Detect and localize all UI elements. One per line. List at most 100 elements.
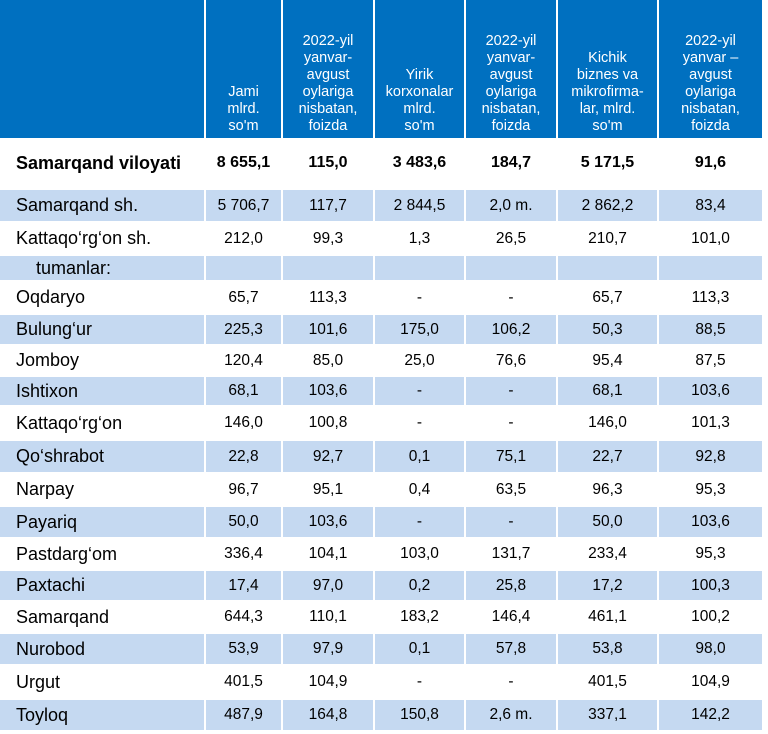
header-line: nisbatan, — [681, 101, 740, 117]
table-cell: 92,7 — [283, 441, 375, 474]
table-cell: 98,0 — [659, 634, 762, 666]
table-cell: 117,7 — [283, 190, 375, 223]
header-line: avgust — [306, 67, 350, 83]
table-cell: 92,8 — [659, 441, 762, 474]
table-cell: 113,3 — [283, 282, 375, 315]
row-label: Payariq — [0, 507, 206, 539]
table-cell: 233,4 — [558, 539, 659, 571]
table-cell: 3 483,6 — [375, 138, 466, 190]
row-label: Toyloq — [0, 700, 206, 732]
row-label: Kattaqo‘rg‘on sh. — [0, 223, 206, 256]
header-line: avgust — [489, 67, 533, 83]
table-cell: 96,7 — [206, 474, 283, 507]
header-line: so'm — [228, 118, 259, 134]
table-cell: - — [466, 666, 558, 700]
table-cell: 95,3 — [659, 539, 762, 571]
table-cell: 25,0 — [375, 346, 466, 377]
table-cell: 76,6 — [466, 346, 558, 377]
row-label: Ishtixon — [0, 377, 206, 407]
table-cell: 68,1 — [558, 377, 659, 407]
table-cell: 120,4 — [206, 346, 283, 377]
table-cell: 103,6 — [659, 507, 762, 539]
table-cell — [558, 256, 659, 282]
table-cell: 101,3 — [659, 407, 762, 441]
table-row: Paxtachi 17,4 97,0 0,2 25,8 17,2 100,3 — [0, 571, 762, 602]
table-cell: 25,8 — [466, 571, 558, 602]
table-cell: 401,5 — [206, 666, 283, 700]
table-cell: 95,4 — [558, 346, 659, 377]
header-line: nisbatan, — [481, 101, 541, 117]
table-cell: 2,0 m. — [466, 190, 558, 223]
table-cell: 644,3 — [206, 602, 283, 634]
header-line: yanvar – — [682, 50, 739, 66]
table-cell — [283, 256, 375, 282]
row-label: Urgut — [0, 666, 206, 700]
table-cell: 150,8 — [375, 700, 466, 732]
table-cell: 101,0 — [659, 223, 762, 256]
table-row: Samarqand sh. 5 706,7 117,7 2 844,5 2,0 m. 2 … — [0, 190, 762, 223]
header-line: avgust — [689, 67, 732, 83]
table-row: Payariq 50,0 103,6- -50,0 103,6 — [0, 507, 762, 539]
table-cell: 336,4 — [206, 539, 283, 571]
row-label: Jomboy — [0, 346, 206, 377]
table-cell — [466, 256, 558, 282]
table-row: Bulung‘ur 225,3 101,6 175,0 106,2 50,3 88,5 — [0, 315, 762, 346]
header-line: yanvar- — [486, 50, 536, 66]
table-cell: 91,6 — [659, 138, 762, 190]
table-row: Samarqand viloyati 8 655,1 115,0 3 483,6 184… — [0, 138, 762, 190]
header-line: Kichik — [588, 50, 627, 66]
header-line: foizda — [691, 118, 730, 134]
header-cell-5: Kichik biznes va mikrofirma-lar, mlrd. so'm — [558, 0, 659, 138]
table-cell: 5 171,5 — [558, 138, 659, 190]
header-line: lar, mlrd. — [579, 101, 636, 117]
table-cell: 1,3 — [375, 223, 466, 256]
table-cell: 146,0 — [558, 407, 659, 441]
table-row: Urgut 401,5 104,9- -401,5 104,9 — [0, 666, 762, 700]
table-cell: 104,9 — [659, 666, 762, 700]
table-cell: 8 655,1 — [206, 138, 283, 190]
table-cell: 0,1 — [375, 441, 466, 474]
table-row: Ishtixon 68,1 103,6- -68,1 103,6 — [0, 377, 762, 407]
table-cell: 100,8 — [283, 407, 375, 441]
table-row: Kattaqo‘rg‘on sh. 212,0 99,3 1,3 26,5 210,7 10… — [0, 223, 762, 256]
table-cell: 95,1 — [283, 474, 375, 507]
table-cell: 461,1 — [558, 602, 659, 634]
table-cell: 100,3 — [659, 571, 762, 602]
table-row: Qo‘shrabot 22,8 92,7 0,1 75,1 22,7 92,8 — [0, 441, 762, 474]
table-cell: - — [375, 377, 466, 407]
table-cell: 110,1 — [283, 602, 375, 634]
table-cell: 401,5 — [558, 666, 659, 700]
table-cell: 50,0 — [206, 507, 283, 539]
header-line: nisbatan, — [298, 101, 358, 117]
table-cell: 97,9 — [283, 634, 375, 666]
table-cell: 97,0 — [283, 571, 375, 602]
table-cell: - — [375, 507, 466, 539]
header-line: korxonalar — [385, 84, 454, 100]
header-line: Jami — [228, 84, 259, 100]
header-cell-4: 2022-yil yanvar-avgust oylariga nisbatan, fo… — [466, 0, 558, 138]
table-cell: 68,1 — [206, 377, 283, 407]
header-cell-6: 2022-yil yanvar – avgust oylariga nisbatan, f… — [659, 0, 762, 138]
table-cell: 2 844,5 — [375, 190, 466, 223]
table-cell: 96,3 — [558, 474, 659, 507]
table-cell: 50,0 — [558, 507, 659, 539]
table-cell: - — [466, 507, 558, 539]
table-cell: 83,4 — [659, 190, 762, 223]
row-label: Samarqand sh. — [0, 190, 206, 223]
header-line: foizda — [308, 118, 348, 134]
table-cell: 146,0 — [206, 407, 283, 441]
table-cell: 0,1 — [375, 634, 466, 666]
header-line: so'm — [592, 118, 623, 134]
header-line: 2022-yil — [485, 33, 537, 49]
table-cell: 5 706,7 — [206, 190, 283, 223]
header-line: oylariga — [302, 84, 354, 100]
row-label: Samarqand viloyati — [0, 138, 206, 190]
table-cell: 87,5 — [659, 346, 762, 377]
header-line: Yirik — [405, 67, 434, 83]
table-cell — [375, 256, 466, 282]
header-line: biznes va — [576, 67, 639, 83]
table-cell: 131,7 — [466, 539, 558, 571]
row-label: Bulung‘ur — [0, 315, 206, 346]
table-cell: 115,0 — [283, 138, 375, 190]
